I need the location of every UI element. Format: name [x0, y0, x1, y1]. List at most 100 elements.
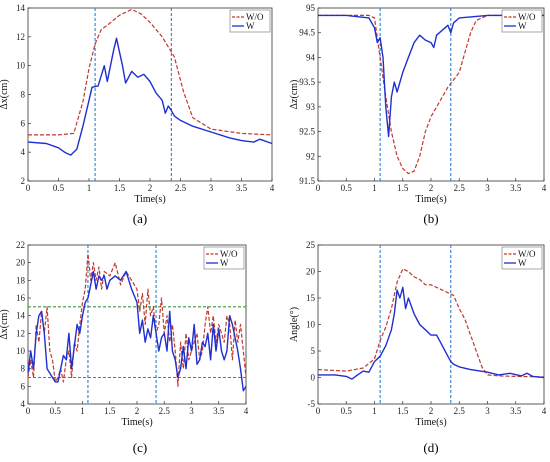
x-tick-label: 0.5	[53, 183, 65, 193]
legend-label: W	[246, 21, 255, 31]
x-tick-label: 3.5	[213, 406, 225, 416]
y-tick-label: -5	[308, 399, 316, 409]
chart-panel-2: 0 0.5 1 1.5 2 2.5 3 3.5 4 91.5 92 92.5 93 93.5 94 94.5 9…	[289, 3, 547, 226]
x-tick-label: 1.5	[397, 183, 409, 193]
series-line-w	[27, 37, 273, 156]
x-tick-label: 4	[244, 406, 249, 416]
y-tick-label: 93	[306, 102, 316, 112]
x-tick-label: 1.5	[104, 406, 116, 416]
y-tick-label: 2	[21, 176, 26, 186]
y-tick-label: 10	[16, 61, 26, 71]
y-tick-label: 10	[306, 320, 316, 330]
legend-label: W	[518, 258, 527, 268]
x-tick-label: 1	[372, 406, 377, 416]
x-tick-label: 0.5	[50, 406, 62, 416]
x-tick-label: 3	[209, 183, 214, 193]
x-axis-label: Time(s)	[134, 194, 165, 205]
legend-label: W/O	[518, 12, 536, 22]
x-tick-label: 3	[485, 406, 490, 416]
y-axis-label: Angle(°)	[289, 307, 300, 342]
x-tick-label: 2.5	[175, 183, 187, 193]
y-tick-label: 10	[16, 346, 26, 356]
x-tick-label: 3.5	[236, 183, 248, 193]
y-tick-label: 6	[21, 118, 26, 128]
y-tick-label: 25	[306, 240, 316, 250]
y-tick-label: 91.5	[299, 176, 315, 186]
legend-label: W/O	[246, 12, 264, 22]
series-line-w	[27, 270, 247, 392]
y-tick-label: 22	[16, 240, 25, 250]
y-tick-label: 94	[306, 52, 316, 62]
x-tick-label: 0	[316, 183, 321, 193]
y-tick-label: 0	[311, 373, 316, 383]
x-tick-label: 2	[135, 406, 140, 416]
panel-label: (d)	[423, 440, 438, 455]
series-line-wo	[27, 253, 247, 387]
x-tick-label: 1	[372, 183, 377, 193]
x-tick-label: 0.5	[341, 183, 353, 193]
legend-label: W	[220, 258, 229, 268]
y-tick-label: 15	[306, 293, 316, 303]
y-tick-label: 8	[21, 364, 26, 374]
y-tick-label: 93.5	[299, 77, 315, 87]
x-axis-label: Time(s)	[121, 417, 152, 428]
y-axis-label: Δx(cm)	[0, 79, 10, 109]
x-tick-label: 1.5	[114, 183, 126, 193]
x-tick-label: 4	[542, 183, 547, 193]
y-axis-label: Δx(cm)	[0, 309, 10, 339]
y-tick-label: 12	[16, 32, 25, 42]
legend-label: W	[518, 21, 527, 31]
chart-panel-3: 0 0.5 1 1.5 2 2.5 3 3.5 4 4 6 8 10 12 14 16 18 20 22 Time(s…	[0, 240, 249, 455]
y-tick-label: 8	[21, 90, 26, 100]
legend-label: W/O	[220, 249, 238, 259]
x-tick-label: 3.5	[510, 183, 522, 193]
x-tick-label: 2	[148, 183, 153, 193]
x-tick-label: 3	[485, 183, 490, 193]
y-tick-label: 4	[21, 147, 26, 157]
panel-label: (b)	[423, 211, 438, 226]
y-tick-label: 12	[16, 328, 25, 338]
x-tick-label: 0.5	[341, 406, 353, 416]
x-tick-label: 3	[189, 406, 194, 416]
series-line-wo	[318, 14, 544, 175]
y-tick-label: 94.5	[299, 28, 315, 38]
x-tick-label: 1	[87, 183, 92, 193]
x-tick-label: 2.5	[454, 183, 466, 193]
plot-frame	[27, 7, 273, 182]
x-tick-label: 0	[316, 406, 321, 416]
x-tick-label: 2.5	[454, 406, 466, 416]
y-tick-label: 18	[16, 275, 26, 285]
x-tick-label: 2	[429, 183, 434, 193]
series-line-wo	[317, 268, 545, 378]
chart-panel-4: 0 0.5 1 1.5 2 2.5 3 3.5 4-50510152025Time(s)Angl…	[289, 240, 547, 455]
y-axis-label: Δz(cm)	[289, 80, 300, 110]
panel-label: (a)	[133, 211, 147, 226]
x-tick-label: 4	[270, 183, 275, 193]
x-tick-label: 3.5	[510, 406, 522, 416]
y-tick-label: 14	[16, 311, 26, 321]
y-tick-label: 20	[16, 258, 26, 268]
x-tick-label: 2	[429, 406, 434, 416]
x-tick-label: 0	[26, 406, 31, 416]
y-tick-label: 16	[16, 293, 26, 303]
x-axis-label: Time(s)	[415, 417, 446, 428]
x-tick-label: 4	[542, 406, 547, 416]
x-tick-label: 2.5	[159, 406, 171, 416]
y-tick-label: 6	[21, 381, 26, 391]
y-tick-label: 92	[306, 151, 315, 161]
panel-label: (c)	[133, 440, 147, 455]
y-tick-label: 5	[311, 346, 316, 356]
y-tick-label: 14	[16, 3, 26, 13]
y-tick-label: 92.5	[299, 127, 315, 137]
series-line-w	[318, 286, 545, 380]
y-tick-label: 4	[21, 399, 26, 409]
x-tick-label: 1.5	[397, 406, 409, 416]
series-line-w	[318, 14, 544, 138]
legend-label: W/O	[518, 249, 536, 259]
x-tick-label: 1	[80, 406, 85, 416]
y-tick-label: 95	[306, 3, 316, 13]
chart-panel-1: 0 0.5 1 1.5 2 2.5 3 3.5 4 2 4 6 8 10 12 14 Time(s) Δx(cm)…	[0, 3, 275, 226]
plot-frame	[317, 7, 545, 182]
y-tick-label: 20	[306, 267, 316, 277]
